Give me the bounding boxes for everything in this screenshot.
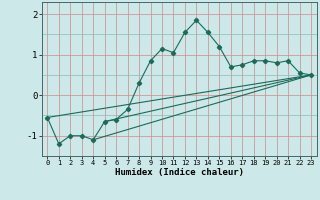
X-axis label: Humidex (Indice chaleur): Humidex (Indice chaleur) [115, 168, 244, 177]
